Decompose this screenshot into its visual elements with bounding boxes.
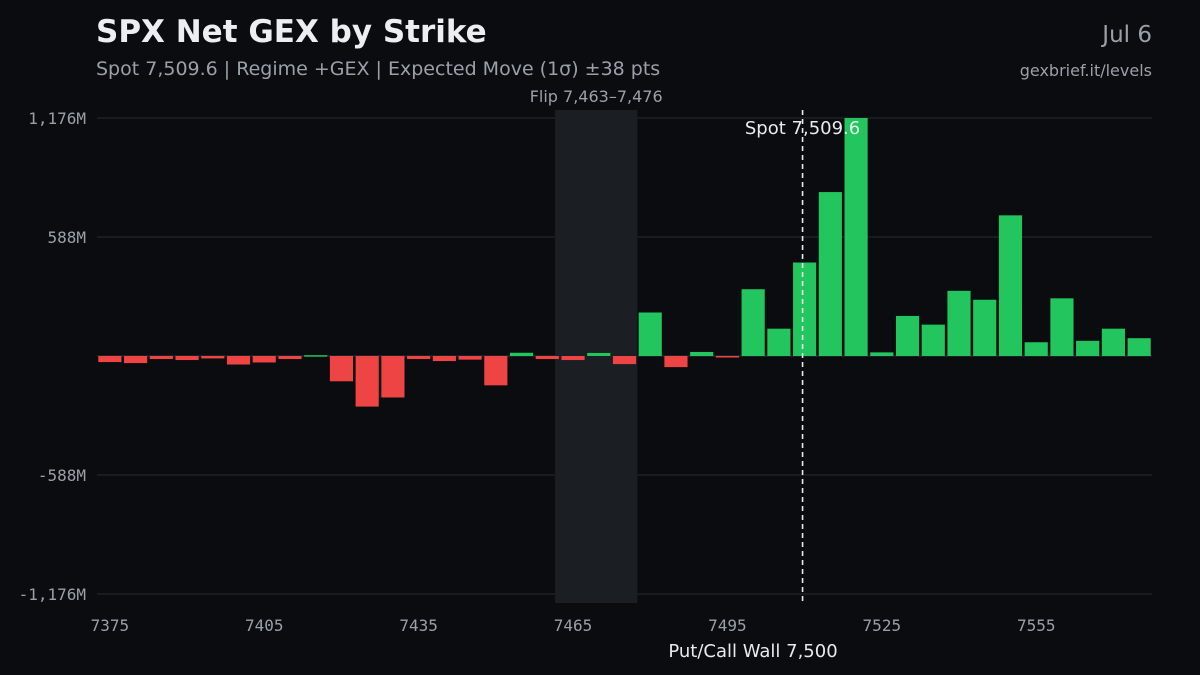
bar: [355, 356, 379, 407]
x-tick-label: 7465: [554, 616, 593, 635]
chart-title: SPX Net GEX by Strike: [96, 14, 487, 50]
x-tick-label: 7375: [91, 616, 130, 635]
bar: [381, 356, 405, 398]
annotations: Flip 7,463–7,476 Spot 7,509.6: [530, 87, 860, 602]
bar: [561, 356, 585, 361]
bar: [973, 299, 997, 356]
bar: [432, 356, 456, 362]
bar: [1050, 298, 1074, 356]
x-tick-label: 7495: [708, 616, 747, 635]
bar: [921, 324, 945, 356]
bar: [124, 356, 148, 364]
bar: [278, 356, 302, 360]
y-tick-label: -588M: [38, 466, 86, 485]
bars: [98, 118, 1151, 407]
bar: [509, 352, 534, 356]
bar: [690, 351, 714, 356]
bar: [998, 215, 1023, 356]
y-tick-label: 1,176M: [28, 109, 86, 128]
bar: [664, 356, 688, 368]
bar: [329, 356, 354, 382]
bar: [149, 356, 173, 360]
bar: [226, 356, 251, 365]
bar: [252, 356, 276, 363]
bar: [98, 356, 122, 363]
bar: [535, 356, 559, 360]
bar: [1076, 340, 1100, 356]
source-url: gexbrief.it/levels: [1019, 61, 1152, 80]
bar: [407, 356, 431, 360]
x-tick-label: 7435: [399, 616, 438, 635]
x-tick-label: 7525: [863, 616, 902, 635]
bar: [458, 356, 482, 360]
bar: [844, 118, 868, 356]
spot-label: Spot 7,509.6: [745, 118, 860, 139]
x-tick-label: 7405: [245, 616, 284, 635]
bar: [175, 356, 199, 361]
bar: [715, 356, 740, 358]
bar: [304, 355, 328, 357]
bar: [612, 356, 637, 365]
bar: [741, 289, 765, 356]
bar: [1127, 338, 1151, 356]
x-tick-label: 7555: [1017, 616, 1056, 635]
bar: [1024, 342, 1048, 356]
date-label: Jul 6: [1102, 22, 1152, 48]
chart-subtitle: Spot 7,509.6 | Regime +GEX | Expected Mo…: [96, 58, 661, 80]
bar: [638, 312, 662, 356]
bar: [587, 352, 611, 356]
bar: [870, 352, 894, 356]
y-tick-label: 588M: [47, 228, 86, 247]
axes: 1,176M 588M -588M -1,176M 7375 7405 7435 7465 74…: [19, 109, 1056, 662]
bar: [947, 290, 971, 356]
flip-zone-label: Flip 7,463–7,476: [530, 87, 663, 106]
bar: [484, 356, 508, 386]
bar: [201, 356, 225, 359]
y-tick-label: -1,176M: [19, 585, 86, 604]
bar: [767, 328, 791, 356]
bar: [1101, 328, 1125, 356]
bar: [793, 262, 817, 356]
bar: [818, 192, 842, 356]
x-axis-label: Put/Call Wall 7,500: [668, 641, 837, 662]
bar: [895, 315, 920, 356]
